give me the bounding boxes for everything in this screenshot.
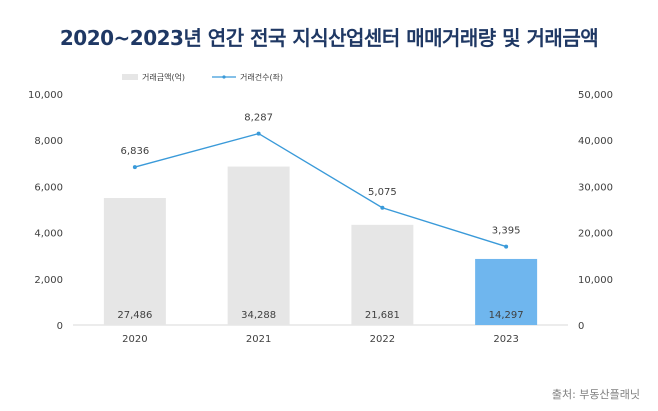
left-axis-tick-label: 0 bbox=[57, 321, 63, 332]
bar-value-label: 34,288 bbox=[241, 310, 276, 321]
left-axis-tick-label: 4,000 bbox=[34, 229, 63, 240]
chart-title: 2020~2023년 연간 전국 지식산업센터 매매거래량 및 거래금액 bbox=[59, 26, 599, 50]
x-axis-tick-label: 2020 bbox=[122, 334, 147, 345]
x-axis-tick-label: 2022 bbox=[370, 334, 395, 345]
line-point-2022 bbox=[380, 205, 385, 210]
right-axis-tick-label: 40,000 bbox=[578, 136, 613, 147]
line-series-count bbox=[134, 132, 507, 248]
left-axis-tick-label: 2,000 bbox=[34, 275, 63, 286]
x-axis-tick-label: 2023 bbox=[493, 334, 518, 345]
source-note: 출처: 부동산플래닛 bbox=[551, 388, 640, 401]
bar-value-label: 14,297 bbox=[489, 310, 524, 321]
legend-marker-line bbox=[222, 75, 226, 79]
line-value-label: 3,395 bbox=[492, 226, 521, 237]
bar-2021 bbox=[227, 166, 290, 325]
bar-2023 bbox=[475, 258, 538, 325]
line-point-2021 bbox=[256, 131, 261, 136]
legend-swatch-bar bbox=[122, 74, 138, 80]
line-point-2023 bbox=[504, 244, 509, 249]
right-axis-tick-label: 30,000 bbox=[578, 182, 613, 193]
line-value-label: 6,836 bbox=[121, 146, 150, 157]
right-axis-tick-label: 10,000 bbox=[578, 275, 613, 286]
bar-2020 bbox=[103, 198, 166, 325]
right-axis-tick-label: 50,000 bbox=[578, 90, 613, 101]
right-axis-tick-label: 0 bbox=[578, 321, 584, 332]
left-axis-tick-label: 8,000 bbox=[34, 136, 63, 147]
x-axis-tick-label: 2021 bbox=[246, 334, 271, 345]
legend-label-line: 거래건수(좌) bbox=[240, 72, 283, 82]
line-value-label: 5,075 bbox=[368, 187, 397, 198]
left-axis-tick-label: 6,000 bbox=[34, 182, 63, 193]
bar-2022 bbox=[351, 224, 414, 325]
legend-label-bar: 거래금액(억) bbox=[142, 72, 185, 82]
right-axis-tick-label: 20,000 bbox=[578, 229, 613, 240]
left-axis-tick-label: 10,000 bbox=[28, 90, 63, 101]
line-value-label: 8,287 bbox=[244, 113, 273, 124]
bar-value-label: 21,681 bbox=[365, 310, 400, 321]
line-point-2020 bbox=[132, 165, 137, 170]
bar-value-label: 27,486 bbox=[117, 310, 152, 321]
